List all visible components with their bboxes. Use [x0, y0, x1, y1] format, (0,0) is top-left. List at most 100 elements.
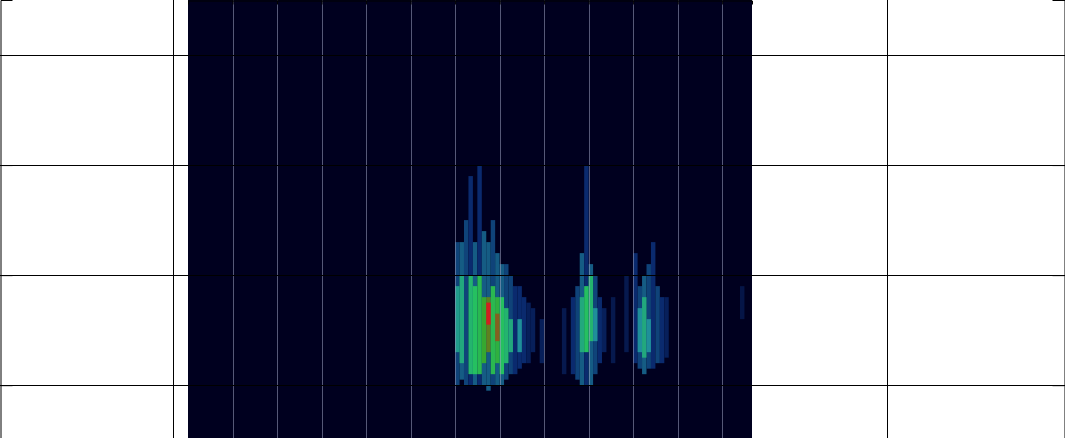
- x-grid-line: [544, 0, 545, 438]
- heatmap-cell: [638, 286, 642, 369]
- heatmap-cell: [562, 308, 566, 374]
- heatmap-cell: [602, 308, 606, 352]
- y-tick: [1, 165, 13, 166]
- heatmap-cell: [593, 275, 597, 374]
- x-tick: [500, 1, 501, 5]
- x-tick: [544, 1, 545, 5]
- heatmap-cell: [642, 297, 646, 358]
- y-grid-line: [0, 165, 1065, 166]
- heatmap-cell: [580, 253, 584, 385]
- heatmap-cell: [495, 297, 499, 363]
- heatmap-cell: [509, 319, 513, 352]
- y-tick-mark: [1, 385, 13, 386]
- x-tick: [322, 1, 323, 5]
- heatmap-cell: [486, 303, 490, 325]
- heatmap-cell: [491, 286, 495, 374]
- heatmap-cell: [517, 319, 521, 352]
- chart: [0, 0, 1065, 438]
- x-tick-mark: [233, 1, 234, 5]
- x-tick-mark: [411, 1, 412, 5]
- x-grid-line: [233, 0, 234, 438]
- heatmap-cell: [580, 297, 584, 352]
- heatmap-cell: [482, 297, 486, 363]
- x-tick: [366, 1, 367, 5]
- heatmap-cell: [486, 297, 490, 352]
- x-tick-mark: [544, 1, 545, 5]
- y-axis-right-line: [1053, 1, 1065, 438]
- heatmap-cell: [526, 303, 530, 364]
- heatmap-cell: [638, 308, 642, 352]
- heatmap-cell: [477, 275, 481, 374]
- y-axis-right: [1053, 1, 1065, 438]
- x-tick: [589, 1, 590, 5]
- y-grid-line: [0, 275, 1065, 276]
- heatmap-cell: [504, 308, 508, 363]
- y-axis-line: [1, 1, 13, 438]
- x-tick-mark: [366, 1, 367, 5]
- x-grid-line: [633, 0, 634, 438]
- y-tick-mark: [1053, 165, 1065, 166]
- y-axis: [1, 1, 13, 438]
- heatmap-cell: [660, 297, 664, 363]
- heatmap-cell: [509, 275, 513, 374]
- panel-frame: [173, 0, 174, 438]
- heatmap-cell: [473, 286, 477, 374]
- heatmap-cell: [513, 286, 517, 374]
- heatmap-cell: [464, 220, 468, 385]
- x-grid-line: [455, 0, 456, 438]
- heatmap-cell: [740, 286, 744, 319]
- x-tick-mark: [633, 1, 634, 5]
- heatmap-cell: [522, 297, 526, 363]
- x-tick: [411, 1, 412, 5]
- y-tick-mark: [1053, 385, 1065, 386]
- x-tick: [722, 1, 723, 5]
- panel-frame: [887, 0, 888, 438]
- heatmap-cell: [491, 220, 495, 385]
- heatmap-cell: [495, 314, 499, 342]
- x-grid-line: [411, 0, 412, 438]
- x-tick: [277, 1, 278, 5]
- heatmap-cell: [593, 308, 597, 341]
- x-tick-mark: [322, 1, 323, 5]
- y-tick-mark: [1, 55, 13, 56]
- heatmap-cell: [486, 242, 490, 391]
- x-grid-line: [722, 0, 723, 438]
- x-tick-mark: [455, 1, 456, 5]
- heatmap-cell: [460, 275, 464, 363]
- y-tick-mark: [1, 275, 13, 276]
- y-tick-mark: [1053, 275, 1065, 276]
- heatmap-cell: [611, 297, 615, 363]
- heatmap-cell: [647, 319, 651, 352]
- heatmap-cell: [651, 242, 655, 369]
- heatmap-cell: [517, 286, 521, 369]
- y-tick: [1053, 165, 1065, 166]
- x-grid-line: [322, 0, 323, 438]
- y-tick-mark: [1053, 55, 1065, 56]
- x-tick-mark: [277, 1, 278, 5]
- heatmap-cell: [482, 231, 486, 385]
- x-grid-line: [500, 0, 501, 438]
- heatmap-cell: [571, 297, 575, 374]
- x-tick: [678, 1, 679, 5]
- y-tick: [1, 55, 13, 56]
- x-grid-line: [366, 0, 367, 438]
- heatmap-cell: [647, 264, 651, 369]
- x-axis-line: [189, 1, 753, 5]
- y-tick: [1, 385, 13, 386]
- x-grid-line: [678, 0, 679, 438]
- heatmap-cell: [624, 275, 628, 352]
- heatmap-cell: [664, 297, 668, 358]
- heatmap-cell: [473, 242, 477, 385]
- heatmap-cell: [531, 308, 535, 352]
- heatmap-cell: [540, 319, 544, 363]
- heatmap-cell: [504, 264, 508, 380]
- x-tick-mark: [500, 1, 501, 5]
- x-tick-mark: [722, 1, 723, 5]
- y-grid-line: [0, 55, 1065, 56]
- heatmap-cell: [468, 176, 472, 385]
- x-tick: [455, 1, 456, 5]
- y-tick: [1053, 275, 1065, 276]
- x-grid-line: [277, 0, 278, 438]
- x-grid-line: [589, 0, 590, 438]
- heatmap-cell: [575, 286, 579, 380]
